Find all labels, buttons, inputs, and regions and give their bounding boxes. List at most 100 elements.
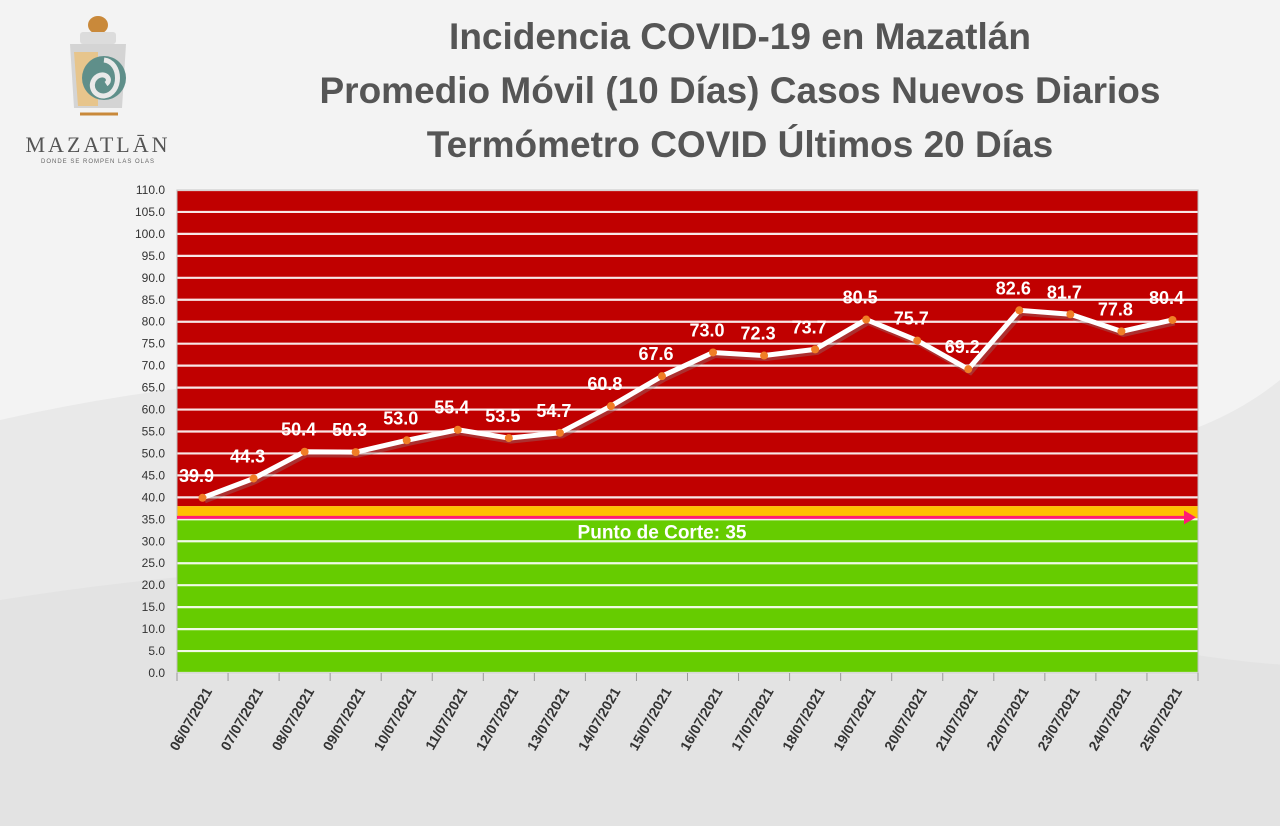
title-line-3: Termómetro COVID Últimos 20 Días (426, 124, 1054, 165)
data-label: 69.2 (945, 337, 980, 357)
x-tick-label: 22/07/2021 (983, 684, 1032, 753)
y-tick-label: 5.0 (148, 644, 165, 658)
data-point (709, 348, 718, 357)
y-tick-label: 105.0 (135, 205, 165, 219)
y-tick-label: 95.0 (142, 249, 166, 263)
cutoff-marker: Punto de Corte: 35 (177, 510, 1196, 543)
y-tick-label: 65.0 (142, 381, 166, 395)
x-axis: 06/07/2021 07/07/2021 08/07/2021 09/07/2021… (166, 673, 1199, 753)
x-tick-label: 14/07/2021 (575, 684, 624, 753)
y-tick-label: 110.0 (136, 183, 165, 197)
logo-tagline: DONDE SE ROMPEN LAS OLAS (40, 159, 156, 165)
data-point (198, 493, 207, 502)
x-tick-label: 13/07/2021 (524, 684, 573, 753)
chart-title-block: Incidencia COVID-19 en Mazatlán Promedio… (200, 10, 1280, 172)
y-tick-label: 80.0 (142, 315, 166, 329)
data-point (1015, 306, 1024, 315)
x-tick-label: 21/07/2021 (932, 684, 981, 753)
y-tick-label: 40.0 (142, 490, 166, 504)
data-point (964, 365, 973, 374)
data-label: 39.9 (179, 466, 214, 486)
y-tick-label: 20.0 (142, 578, 166, 592)
title-line-2: Promedio Móvil (10 Días) Casos Nuevos Di… (319, 70, 1161, 111)
data-point (1066, 310, 1075, 319)
data-point (862, 315, 871, 324)
data-label: 54.7 (536, 401, 571, 421)
y-tick-label: 50.0 (142, 446, 166, 460)
data-point (504, 434, 513, 443)
y-tick-label: 60.0 (142, 403, 166, 417)
data-label: 44.3 (230, 446, 265, 466)
series-line-group: 39.9 44.3 50.4 50.3 53.0 55.4 53.5 54.7 60.8 67.6… (179, 278, 1184, 504)
x-tick-label: 08/07/2021 (268, 684, 317, 753)
x-tick-label: 07/07/2021 (217, 684, 266, 753)
y-tick-label: 85.0 (142, 293, 166, 307)
red-zone (177, 190, 1198, 507)
data-label: 80.4 (1149, 288, 1184, 308)
x-tick-label: 15/07/2021 (626, 684, 675, 753)
title-line-1: Incidencia COVID-19 en Mazatlán (449, 16, 1031, 57)
logo-emblem-icon (70, 16, 126, 116)
x-tick-label: 11/07/2021 (422, 684, 471, 752)
data-point (402, 436, 411, 445)
x-tick-label: 17/07/2021 (728, 684, 777, 753)
y-axis: 0.0 5.0 10.0 15.0 20.0 25.0 30.0 35.0 40.0 45.0 50… (135, 183, 165, 680)
data-label: 73.0 (690, 320, 725, 340)
x-tick-label: 09/07/2021 (319, 684, 368, 753)
data-label: 80.5 (843, 288, 878, 308)
data-point (300, 447, 309, 456)
y-tick-label: 0.0 (148, 666, 165, 680)
y-tick-label: 75.0 (142, 337, 166, 351)
data-label: 60.8 (587, 374, 622, 394)
gridlines (176, 188, 1199, 675)
data-label: 72.3 (741, 324, 776, 344)
data-label: 67.6 (638, 344, 673, 364)
data-point (1117, 327, 1126, 336)
green-zone (177, 519, 1198, 673)
y-tick-label: 45.0 (142, 468, 166, 482)
cutoff-arrowhead-icon (1184, 510, 1196, 525)
data-point (657, 372, 666, 381)
data-point (555, 428, 564, 437)
y-tick-label: 15.0 (142, 600, 166, 614)
data-label: 77.8 (1098, 299, 1133, 319)
data-point (811, 345, 820, 354)
y-tick-label: 10.0 (142, 622, 166, 636)
data-label: 82.6 (996, 278, 1031, 298)
data-point (351, 448, 360, 457)
data-label: 50.4 (281, 420, 316, 440)
data-label: 53.0 (383, 408, 418, 428)
x-tick-label: 20/07/2021 (881, 684, 930, 753)
y-tick-label: 100.0 (135, 227, 165, 241)
x-tick-label: 16/07/2021 (677, 684, 726, 753)
cutoff-label: Punto de Corte: 35 (578, 522, 747, 543)
x-tick-label: 19/07/2021 (830, 684, 879, 753)
data-point (1168, 315, 1177, 324)
x-tick-label: 12/07/2021 (473, 684, 522, 753)
data-point (760, 351, 769, 360)
x-tick-label: 23/07/2021 (1034, 684, 1083, 753)
data-label: 73.7 (792, 317, 827, 337)
data-label: 55.4 (434, 398, 469, 418)
x-tick-label: 18/07/2021 (779, 684, 828, 753)
logo-name: MAZATLĀN (25, 132, 171, 157)
y-tick-label: 70.0 (142, 359, 166, 373)
x-tick-label: 24/07/2021 (1085, 684, 1134, 753)
data-point (249, 474, 258, 483)
x-tick-label: 10/07/2021 (370, 684, 419, 753)
data-label: 75.7 (894, 309, 929, 329)
y-tick-label: 25.0 (142, 556, 166, 570)
data-label: 53.5 (485, 406, 520, 426)
data-label: 81.7 (1047, 282, 1082, 302)
x-tick-label: 25/07/2021 (1136, 684, 1185, 753)
data-point (913, 336, 922, 345)
y-tick-label: 55.0 (142, 425, 166, 439)
y-tick-label: 90.0 (142, 271, 166, 285)
y-tick-label: 35.0 (142, 512, 166, 526)
y-tick-label: 30.0 (142, 534, 166, 548)
series-line (201, 307, 1174, 501)
data-label: 50.3 (332, 420, 367, 440)
data-point (606, 402, 615, 411)
data-point (453, 425, 462, 434)
